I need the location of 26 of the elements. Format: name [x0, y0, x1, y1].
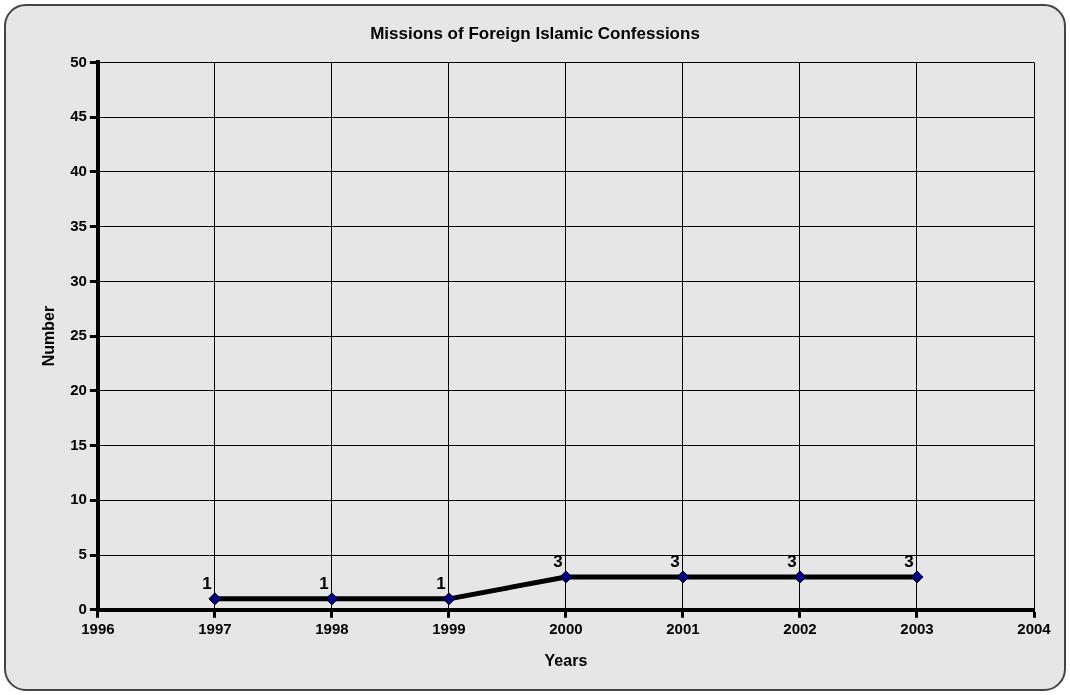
y-tick-label: 10 — [70, 490, 87, 508]
y-tick-label: 25 — [70, 326, 87, 344]
x-tick-label: 2001 — [666, 619, 700, 637]
data-label: 1 — [319, 574, 329, 594]
y-tick-label: 40 — [70, 162, 87, 180]
x-tick-label: 2002 — [783, 619, 817, 637]
y-tick-label: 45 — [70, 107, 87, 125]
x-tick-label: 1998 — [315, 619, 349, 637]
x-tick-label: 1997 — [198, 619, 232, 637]
chart-title: Missions of Foreign Islamic Confessions — [370, 23, 700, 43]
y-tick-label: 0 — [78, 599, 87, 617]
x-axis-title: Years — [544, 651, 588, 669]
y-tick-label: 30 — [70, 271, 87, 289]
x-tick-label: 2000 — [549, 619, 583, 637]
y-tick-label: 35 — [70, 216, 87, 234]
y-tick-label: 20 — [70, 380, 87, 398]
x-tick-label: 1999 — [432, 619, 466, 637]
y-tick-label: 5 — [78, 545, 87, 563]
x-tick-label: 2004 — [1017, 619, 1052, 637]
x-tick-label: 1996 — [81, 619, 115, 637]
y-axis-title: Number — [40, 305, 58, 367]
y-tick-label: 50 — [70, 52, 87, 70]
x-tick-label: 2003 — [900, 619, 934, 637]
y-tick-label: 15 — [70, 435, 87, 453]
data-label: 1 — [202, 574, 212, 594]
data-label: 1 — [436, 574, 446, 594]
